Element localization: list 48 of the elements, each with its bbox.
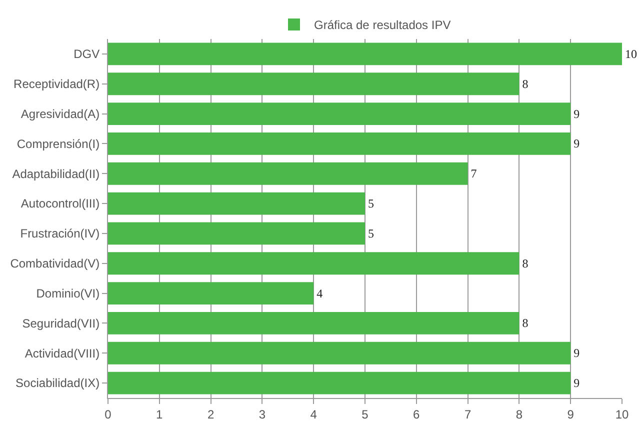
data-label: 4 bbox=[316, 286, 323, 300]
x-tick-label: 8 bbox=[516, 407, 523, 422]
x-tick-label: 10 bbox=[615, 407, 629, 422]
y-tick-label: Comprensión(I) bbox=[16, 136, 100, 151]
x-tick-label: 5 bbox=[362, 407, 369, 422]
data-label: 8 bbox=[522, 76, 528, 91]
x-tick-label: 6 bbox=[413, 407, 420, 422]
bar bbox=[108, 42, 622, 66]
x-tick-label: 1 bbox=[156, 407, 164, 422]
y-tick-label: Frustración(IV) bbox=[20, 226, 100, 241]
y-tick-label: Actividad(VIII) bbox=[24, 346, 100, 360]
bar bbox=[108, 222, 365, 245]
bar bbox=[108, 192, 365, 215]
bar bbox=[108, 132, 571, 155]
x-tick-label: 2 bbox=[207, 407, 214, 422]
y-tick-label: Dominio(VI) bbox=[36, 286, 100, 300]
y-tick-label: Seguridad(VII) bbox=[22, 316, 100, 330]
y-tick-label: Autocontrol(III) bbox=[20, 196, 100, 211]
y-tick-label: Combatividad(V) bbox=[10, 256, 100, 271]
y-tick-label: Receptividad(R) bbox=[14, 77, 100, 92]
data-label: 9 bbox=[574, 346, 580, 360]
data-label: 9 bbox=[574, 376, 580, 390]
bar bbox=[108, 252, 520, 275]
x-tick-label: 9 bbox=[567, 407, 574, 422]
data-label: 10 bbox=[625, 46, 637, 61]
x-tick-label: 3 bbox=[258, 407, 266, 422]
data-label: 8 bbox=[522, 256, 528, 270]
x-tick-label: 4 bbox=[310, 407, 318, 422]
bar bbox=[108, 312, 520, 334]
data-label: 9 bbox=[574, 136, 580, 151]
data-label: 9 bbox=[574, 106, 580, 121]
data-label: 5 bbox=[368, 226, 374, 240]
bar bbox=[108, 282, 314, 305]
y-tick-label: Agresividad(A) bbox=[20, 106, 100, 121]
y-tick-label: Adaptabilidad(II) bbox=[12, 166, 100, 181]
legend-label: Gráfica de resultados IPV bbox=[314, 18, 451, 32]
bar bbox=[108, 372, 571, 394]
bar bbox=[108, 102, 571, 126]
data-label: 8 bbox=[522, 316, 528, 330]
x-tick-label: 0 bbox=[104, 407, 112, 422]
data-label: 5 bbox=[368, 196, 374, 211]
y-tick-label: Sociabilidad(IX) bbox=[16, 376, 100, 390]
bar bbox=[108, 72, 520, 96]
data-label: 7 bbox=[470, 166, 477, 181]
x-tick-label: 7 bbox=[464, 407, 472, 422]
bar bbox=[108, 342, 571, 364]
y-tick-label: DGV bbox=[74, 47, 100, 62]
bar bbox=[108, 162, 468, 185]
